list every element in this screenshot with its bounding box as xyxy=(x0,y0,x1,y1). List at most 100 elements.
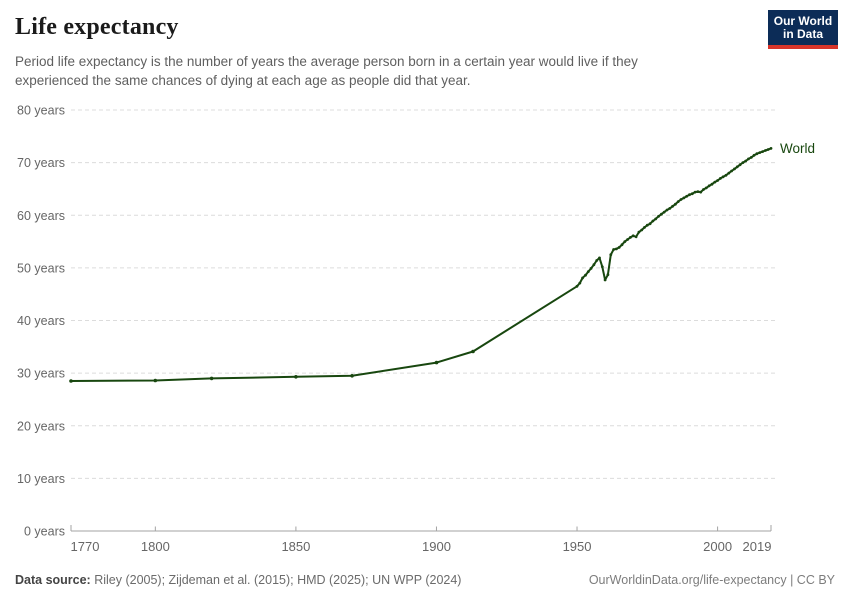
data-point-marker xyxy=(606,273,610,277)
data-point-marker xyxy=(769,147,773,150)
x-tick-label: 1950 xyxy=(563,539,592,554)
data-point-marker xyxy=(153,378,158,383)
data-source-label: Data source: xyxy=(15,573,91,587)
data-point-marker xyxy=(434,360,439,365)
data-point-marker xyxy=(764,149,767,152)
world-series-line[interactable] xyxy=(70,147,772,382)
data-point-marker xyxy=(674,202,677,206)
data-point-marker xyxy=(660,212,663,216)
owid-logo: Our World in Data xyxy=(768,10,838,49)
data-point-marker xyxy=(592,263,596,267)
data-point-marker xyxy=(730,169,733,173)
data-point-marker xyxy=(620,243,624,247)
owid-logo-text-line1: Our World xyxy=(773,14,833,28)
data-point-marker xyxy=(595,259,599,262)
data-point-marker xyxy=(688,193,691,197)
data-point-marker xyxy=(629,236,632,239)
y-tick-label: 30 years xyxy=(17,367,65,381)
data-point-marker xyxy=(645,223,649,227)
y-tick-label: 50 years xyxy=(17,261,65,275)
data-point-marker xyxy=(710,182,714,186)
data-point-marker xyxy=(668,207,672,210)
y-tick-label: 20 years xyxy=(17,419,65,433)
data-point-marker xyxy=(671,204,674,208)
chart-subtitle-line: experienced the same chances of dying at… xyxy=(15,73,471,88)
data-point-marker xyxy=(693,190,697,194)
data-point-marker xyxy=(721,175,725,179)
data-point-marker xyxy=(626,238,629,241)
line-chart-canvas[interactable]: 0 years 10 years 20 years 30 years 40 years 5… xyxy=(0,95,850,563)
owid-logo-text-line2: in Data xyxy=(782,27,823,41)
y-tick-label: 40 years xyxy=(17,314,65,328)
data-point-marker xyxy=(704,186,708,190)
data-point-marker xyxy=(617,246,621,249)
data-point-marker xyxy=(598,256,601,260)
data-point-marker xyxy=(648,222,652,226)
data-point-marker xyxy=(707,184,711,188)
x-tick-label: 1900 xyxy=(422,539,451,554)
data-point-marker xyxy=(637,230,641,234)
page-title: Life expectancy xyxy=(15,14,179,40)
data-source-note: Data source: Riley (2005); Zijdeman et a… xyxy=(15,573,461,587)
data-point-marker xyxy=(589,267,593,270)
data-point-marker xyxy=(634,235,638,239)
data-point-marker xyxy=(696,190,700,193)
x-tick-label: 2019 xyxy=(743,539,772,554)
data-point-marker xyxy=(657,214,660,218)
data-point-marker xyxy=(755,152,759,156)
x-tick-label: 1800 xyxy=(141,539,170,554)
data-point-marker xyxy=(741,161,745,164)
data-point-marker xyxy=(665,208,669,212)
data-point-marker xyxy=(735,165,739,169)
data-point-marker xyxy=(581,276,584,280)
data-point-marker xyxy=(758,151,762,154)
data-point-marker xyxy=(631,234,635,238)
data-point-marker xyxy=(643,226,646,229)
data-point-marker xyxy=(685,194,689,198)
data-point-marker xyxy=(586,270,590,273)
citation-url: OurWorldinData.org/life-expectancy | CC … xyxy=(588,573,835,587)
data-point-marker xyxy=(575,284,579,288)
data-point-marker xyxy=(713,180,717,184)
data-point-marker xyxy=(600,265,604,269)
data-point-marker xyxy=(747,157,750,161)
data-point-marker xyxy=(738,163,742,167)
data-point-marker xyxy=(679,198,683,201)
y-tick-label: 0 years xyxy=(24,525,65,539)
data-point-marker xyxy=(69,379,73,383)
data-point-marker xyxy=(744,159,748,163)
chart-footer: Data source: Riley (2005); Zijdeman et a… xyxy=(15,573,835,587)
data-point-marker xyxy=(699,190,703,194)
data-point-marker xyxy=(761,150,764,153)
data-point-marker xyxy=(676,200,680,203)
data-point-marker xyxy=(640,228,644,232)
data-point-marker xyxy=(578,281,582,285)
series-label-world: World xyxy=(780,141,815,156)
y-tick-label: 70 years xyxy=(17,156,65,170)
data-point-marker xyxy=(654,217,658,221)
data-point-marker xyxy=(662,210,666,214)
data-point-marker xyxy=(294,375,298,379)
data-point-marker xyxy=(584,273,587,277)
data-point-marker xyxy=(471,349,475,354)
data-point-marker xyxy=(733,167,736,171)
data-point-marker xyxy=(716,179,719,182)
data-point-marker xyxy=(752,153,756,157)
x-tick-label: 2000 xyxy=(703,539,732,554)
data-point-marker xyxy=(682,196,686,200)
data-point-marker xyxy=(209,376,214,381)
data-point-marker xyxy=(719,177,722,180)
chart-subtitle: Period life expectancy is the number of … xyxy=(15,52,638,90)
data-point-marker xyxy=(603,278,607,282)
data-source-list: Riley (2005); Zijdeman et al. (2015); HM… xyxy=(90,573,462,587)
x-tick-label: 1770 xyxy=(71,539,100,554)
data-point-marker xyxy=(623,240,627,244)
data-point-marker xyxy=(615,247,618,251)
y-tick-label: 60 years xyxy=(17,209,65,223)
data-point-marker xyxy=(651,219,655,223)
x-tick-label: 1850 xyxy=(281,539,310,554)
data-point-marker xyxy=(350,374,354,378)
data-point-marker xyxy=(724,173,728,177)
y-tick-label: 10 years xyxy=(17,472,65,486)
